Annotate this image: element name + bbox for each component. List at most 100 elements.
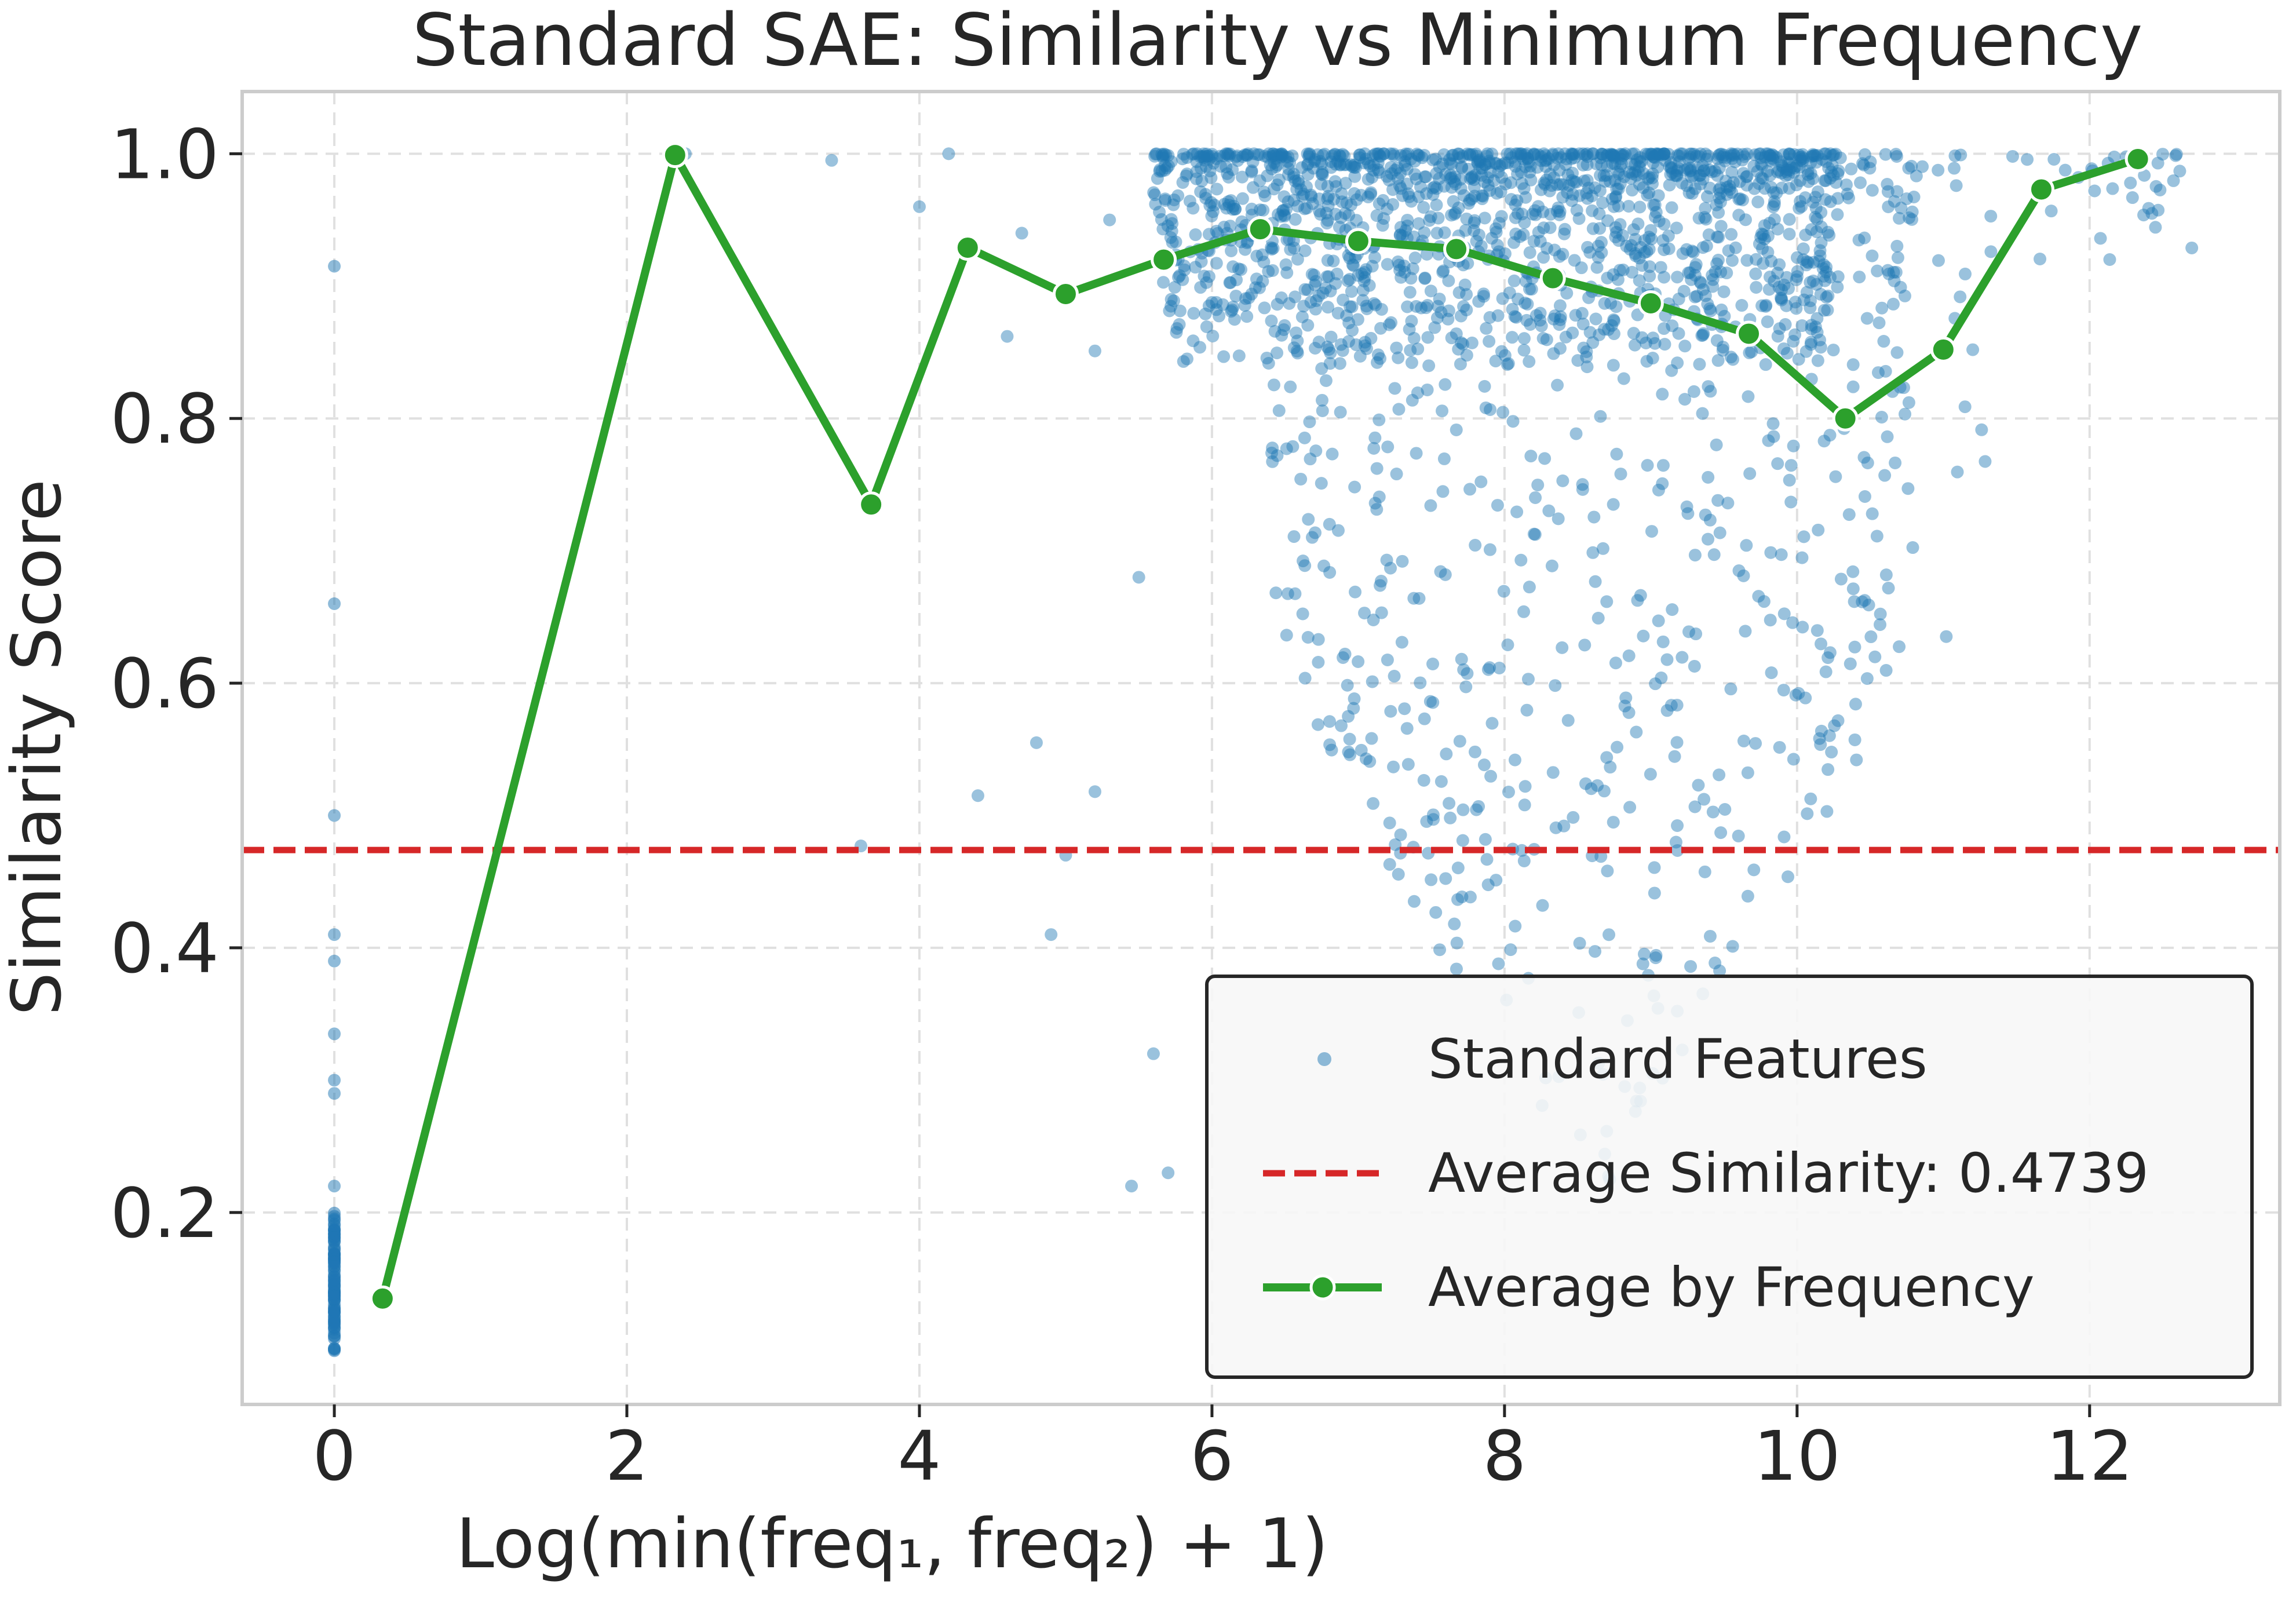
scatter-point: [1879, 664, 1893, 677]
scatter-point: [1783, 473, 1796, 487]
scatter-point: [912, 200, 926, 213]
scatter-point: [2149, 221, 2162, 234]
scatter-point: [1761, 246, 1775, 259]
scatter-point: [1726, 940, 1739, 953]
scatter-point: [1414, 180, 1428, 194]
scatter-point: [1958, 400, 1972, 414]
scatter-point: [1887, 265, 1900, 279]
scatter-point: [1288, 290, 1302, 304]
scatter-point: [1509, 147, 1523, 160]
scatter-point: [1643, 269, 1656, 283]
scatter-point: [1423, 214, 1436, 227]
scatter-point: [1694, 147, 1707, 160]
scatter-point: [1607, 149, 1620, 163]
scatter-point: [1782, 156, 1795, 169]
scatter-point: [1469, 169, 1482, 182]
scatter-point: [1312, 289, 1326, 302]
scatter-point: [1291, 253, 1304, 266]
scatter-point: [1511, 207, 1524, 220]
scatter-point: [1805, 223, 1818, 236]
scatter-point: [1484, 165, 1497, 178]
scatter-point: [1757, 228, 1770, 241]
scatter-point: [1814, 738, 1827, 751]
scatter-point: [1276, 149, 1290, 162]
scatter-point: [1582, 181, 1595, 195]
scatter-point: [1948, 149, 1962, 162]
x-tick-label: 8: [1483, 1416, 1526, 1496]
scatter-point: [1509, 311, 1523, 324]
scatter-point: [1278, 210, 1291, 223]
scatter-point: [1268, 156, 1281, 169]
scatter-point: [1156, 149, 1169, 163]
scatter-point: [1550, 151, 1564, 165]
scatter-point: [1819, 665, 1833, 678]
scatter-point: [1685, 170, 1698, 184]
scatter-point: [1726, 148, 1740, 161]
scatter-point: [1368, 497, 1382, 510]
scatter-point: [1765, 254, 1778, 268]
scatter-point: [1726, 176, 1740, 189]
scatter-point: [1415, 151, 1429, 165]
scatter-point: [1328, 148, 1341, 162]
scatter-point: [2124, 176, 2137, 189]
scatter-point: [1321, 254, 1334, 267]
scatter-point: [1773, 740, 1786, 754]
scatter-point: [1682, 266, 1695, 279]
scatter-point: [1805, 319, 1818, 332]
legend-label-standard-features: Standard Features: [1428, 1028, 1928, 1091]
scatter-point: [1804, 156, 1817, 169]
scatter-point: [1268, 324, 1282, 338]
scatter-point: [1860, 672, 1874, 685]
scatter-point: [2152, 203, 2165, 217]
scatter-point: [1424, 499, 1437, 512]
scatter-point: [1479, 833, 1492, 846]
scatter-point: [1795, 551, 1809, 564]
scatter-point: [1678, 163, 1691, 177]
scatter-point: [1253, 203, 1266, 217]
scatter-point: [1344, 300, 1357, 313]
scatter-point: [1511, 167, 1524, 181]
scatter-point: [1888, 195, 1901, 208]
scatter-point: [1204, 171, 1218, 184]
scatter-point: [1699, 202, 1712, 215]
scatter-point: [1823, 171, 1837, 185]
scatter-point: [1712, 231, 1725, 244]
scatter-point: [1374, 575, 1388, 588]
scatter-point: [1799, 691, 1812, 705]
scatter-point: [1806, 172, 1820, 185]
scatter-point: [1754, 151, 1768, 165]
scatter-point: [1606, 157, 1619, 170]
scatter-point: [1572, 212, 1586, 225]
scatter-point: [1622, 649, 1636, 662]
scatter-point: [1550, 178, 1564, 191]
scatter-point: [1536, 331, 1550, 345]
scatter-point: [1483, 156, 1496, 170]
scatter-point: [1715, 147, 1728, 160]
scatter-point: [1569, 309, 1582, 322]
scatter-point: [1663, 160, 1676, 173]
scatter-point: [1634, 155, 1647, 169]
scatter-point: [1202, 299, 1215, 312]
scatter-point: [1856, 595, 1869, 608]
scatter-point: [1570, 203, 1583, 217]
scatter-point: [1658, 243, 1671, 257]
scatter-point: [1829, 470, 1842, 483]
scatter-point: [1330, 267, 1344, 280]
scatter-point: [1228, 202, 1242, 216]
scatter-point: [1655, 671, 1668, 684]
scatter-point: [1553, 208, 1566, 221]
scatter-point: [1374, 579, 1387, 592]
scatter-point: [1802, 256, 1815, 269]
scatter-point: [1841, 187, 1854, 200]
scatter-point: [1783, 163, 1796, 177]
scatter-point: [1520, 313, 1534, 327]
scatter-point: [1524, 318, 1537, 331]
scatter-point: [2106, 182, 2119, 195]
scatter-point: [1396, 229, 1409, 243]
scatter-point: [1291, 174, 1305, 187]
scatter-point: [1780, 346, 1794, 360]
scatter-point: [1601, 864, 1614, 878]
scatter-point: [1554, 313, 1567, 326]
scatter-point: [1460, 288, 1473, 301]
